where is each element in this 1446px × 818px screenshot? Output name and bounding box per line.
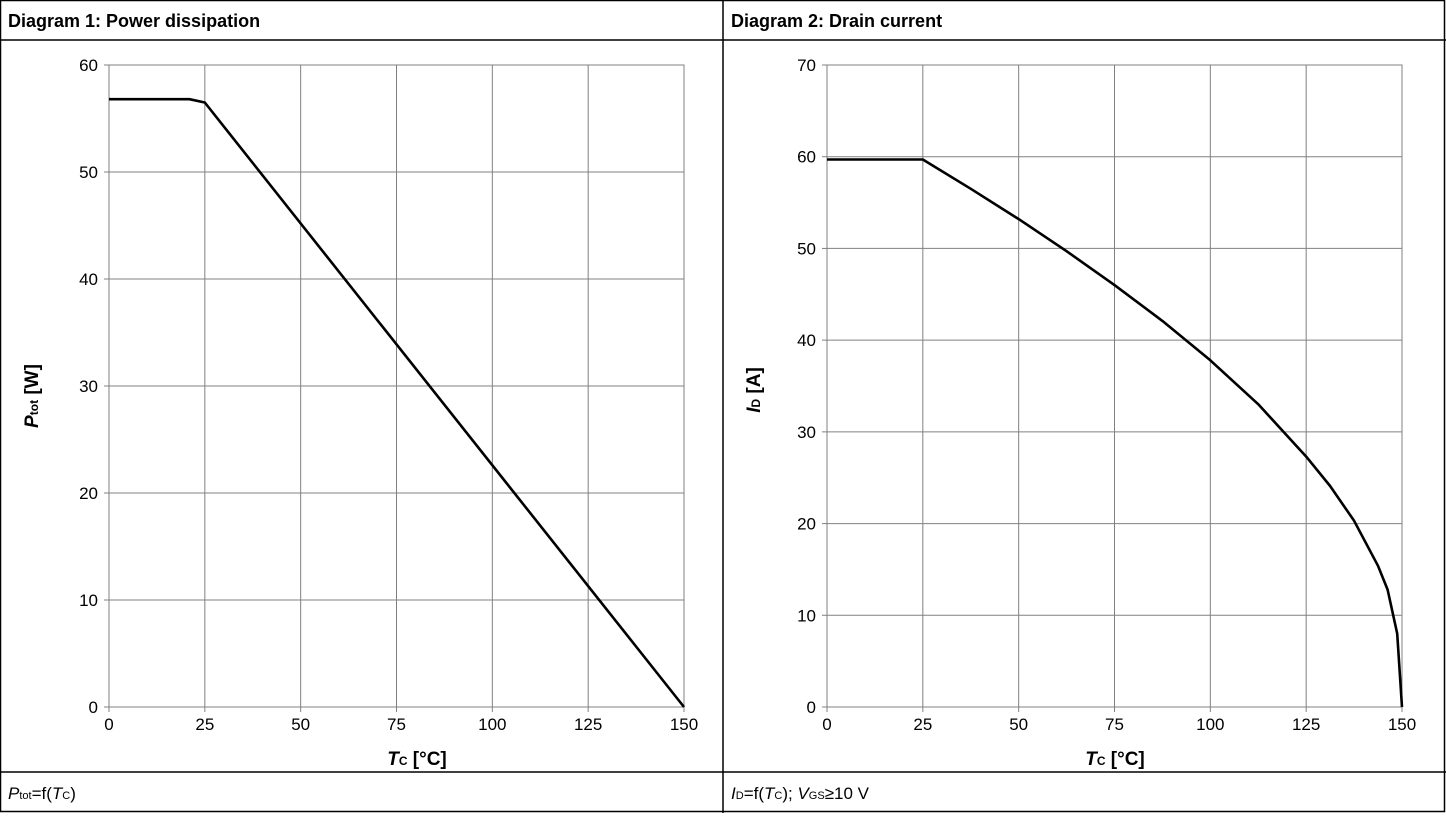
caption-2-voltage-symbol: V	[797, 784, 810, 803]
caption-1-mid: =f(	[32, 784, 53, 803]
caption-2-mid2: );	[782, 784, 797, 803]
y-tick-label: 70	[797, 56, 816, 75]
caption-2-variable: T	[764, 784, 776, 803]
chart-2-plot-frame	[826, 64, 1403, 708]
y-tick-label: 40	[797, 331, 816, 350]
panel-1-title: Diagram 1: Power dissipation	[8, 11, 260, 31]
chart-drain-current: 0 25 50 75 100 125 150 0 10 20 30 40 50 60 70 TC [°C]…	[744, 56, 1416, 770]
chart-2-x-title-symbol: T	[1085, 749, 1098, 770]
x-tick-label: 100	[478, 715, 506, 734]
chart-2-x-axis-title: TC [°C]	[1085, 749, 1145, 770]
chart-1-x-ticks: 0 25 50 75 100 125 150	[104, 707, 698, 734]
y-tick-label: 0	[89, 698, 98, 717]
x-tick-label: 25	[913, 715, 932, 734]
y-tick-label: 60	[79, 56, 98, 75]
caption-1-variable: T	[52, 784, 64, 803]
y-tick-label: 10	[797, 606, 816, 625]
chart-1-plot-frame	[108, 64, 685, 708]
y-tick-label: 20	[79, 484, 98, 503]
chart-1-y-title-unit: [W]	[22, 364, 43, 400]
caption-2-voltage-subscript: GS	[809, 790, 825, 802]
chart-1-x-title-symbol: T	[387, 749, 400, 770]
y-tick-label: 50	[79, 163, 98, 182]
chart-2-y-axis-title: ID [A]	[744, 367, 765, 413]
y-tick-label: 20	[797, 515, 816, 534]
chart-2-x-title-subscript: C	[1097, 754, 1106, 768]
chart-2-x-title-unit: [°C]	[1106, 749, 1145, 770]
y-tick-label: 40	[79, 270, 98, 289]
x-tick-label: 0	[104, 715, 113, 734]
x-tick-label: 125	[574, 715, 602, 734]
x-tick-label: 100	[1196, 715, 1224, 734]
chart-1-x-axis-title: TC [°C]	[387, 749, 447, 770]
x-tick-label: 0	[822, 715, 831, 734]
caption-2-symbol: I	[731, 784, 736, 803]
x-tick-label: 150	[670, 715, 698, 734]
chart-1-x-title-unit: [°C]	[408, 749, 447, 770]
y-tick-label: 10	[79, 591, 98, 610]
chart-1-y-ticks: 0 10 20 30 40 50 60	[79, 56, 109, 717]
caption-2-subscript: D	[736, 790, 744, 802]
y-tick-label: 50	[797, 239, 816, 258]
chart-2-y-ticks: 0 10 20 30 40 50 60 70	[797, 56, 827, 717]
x-tick-label: 125	[1292, 715, 1320, 734]
chart-2-y-title-subscript: D	[749, 399, 763, 408]
chart-1-y-axis-title: Ptot [W]	[22, 364, 43, 428]
panel-1-caption: Ptot=f(TC)	[8, 784, 76, 803]
x-tick-label: 75	[1105, 715, 1124, 734]
chart-1-series-line	[109, 97, 686, 708]
x-tick-label: 50	[1009, 715, 1028, 734]
x-tick-label: 50	[291, 715, 310, 734]
chart-2-y-title-unit: [A]	[744, 367, 765, 399]
chart-2-series-line	[827, 158, 1404, 708]
y-tick-label: 30	[79, 377, 98, 396]
caption-2-tail: ≥10 V	[825, 784, 870, 803]
panel-2-caption: ID=f(TC); VGS≥10 V	[731, 784, 870, 803]
chart-1-y-title-subscript: tot	[27, 400, 41, 415]
y-tick-label: 30	[797, 423, 816, 442]
caption-1-subscript: tot	[19, 790, 31, 802]
x-tick-label: 75	[387, 715, 406, 734]
chart-1-grid	[108, 64, 685, 708]
chart-2-x-ticks: 0 25 50 75 100 125 150	[822, 707, 1416, 734]
caption-1-symbol: P	[8, 784, 20, 803]
x-tick-label: 25	[195, 715, 214, 734]
chart-1-y-title-symbol: P	[22, 415, 43, 428]
chart-power-dissipation: 0 25 50 75 100 125 150 0 10 20 30 40 50 60 TC [°C] P…	[22, 56, 698, 770]
caption-1-variable-subscript: C	[62, 790, 70, 802]
chart-1-x-title-subscript: C	[399, 754, 408, 768]
caption-1-tail: )	[70, 784, 76, 803]
y-tick-label: 0	[807, 698, 816, 717]
caption-2-variable-subscript: C	[774, 790, 782, 802]
chart-2-grid	[826, 64, 1403, 708]
chart-2-y-title-symbol: I	[744, 407, 765, 413]
caption-2-mid: =f(	[744, 784, 765, 803]
y-tick-label: 60	[797, 148, 816, 167]
panel-2-title: Diagram 2: Drain current	[731, 11, 942, 31]
x-tick-label: 150	[1388, 715, 1416, 734]
